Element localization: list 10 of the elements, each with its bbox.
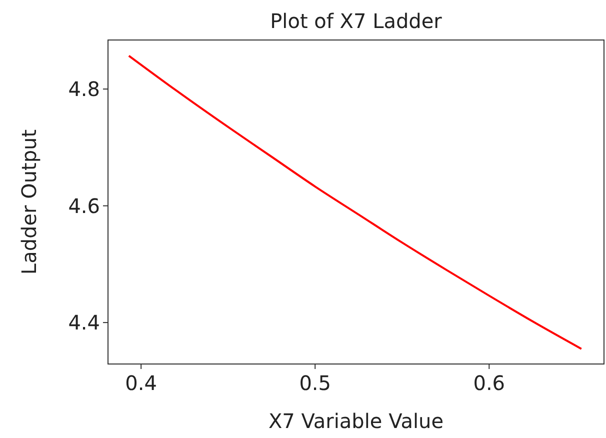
chart-title: Plot of X7 Ladder bbox=[270, 9, 443, 33]
x-axis-title: X7 Variable Value bbox=[268, 409, 444, 433]
y-tick-label: 4.6 bbox=[68, 194, 100, 218]
x-tick-label: 0.6 bbox=[473, 371, 506, 395]
x-tick-label: 0.4 bbox=[125, 371, 157, 395]
y-tick-label: 4.4 bbox=[68, 310, 100, 335]
y-axis-title: Ladder Output bbox=[17, 129, 41, 275]
y-tick-label: 4.8 bbox=[68, 77, 100, 102]
line-series bbox=[128, 54, 582, 350]
x-tick-label: 0.5 bbox=[299, 371, 332, 395]
